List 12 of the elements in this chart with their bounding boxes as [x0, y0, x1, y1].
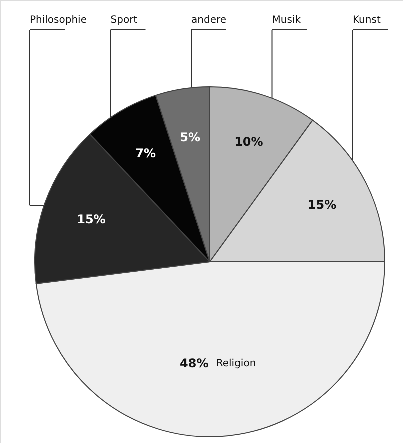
slice-label: Kunst — [353, 15, 381, 26]
slice-label: Sport — [110, 15, 138, 26]
slice-label: Philosophie — [30, 15, 87, 26]
data-label: 10% — [234, 135, 264, 150]
slice-label: andere — [192, 15, 227, 26]
data-label: 48% — [180, 356, 209, 370]
data-label: 15% — [308, 198, 337, 212]
data-label: 7% — [136, 146, 156, 161]
data-label: 5% — [180, 130, 200, 145]
slice-label: Religion — [216, 358, 256, 370]
slice-label: Musik — [272, 15, 302, 26]
data-label: 15% — [77, 212, 106, 226]
